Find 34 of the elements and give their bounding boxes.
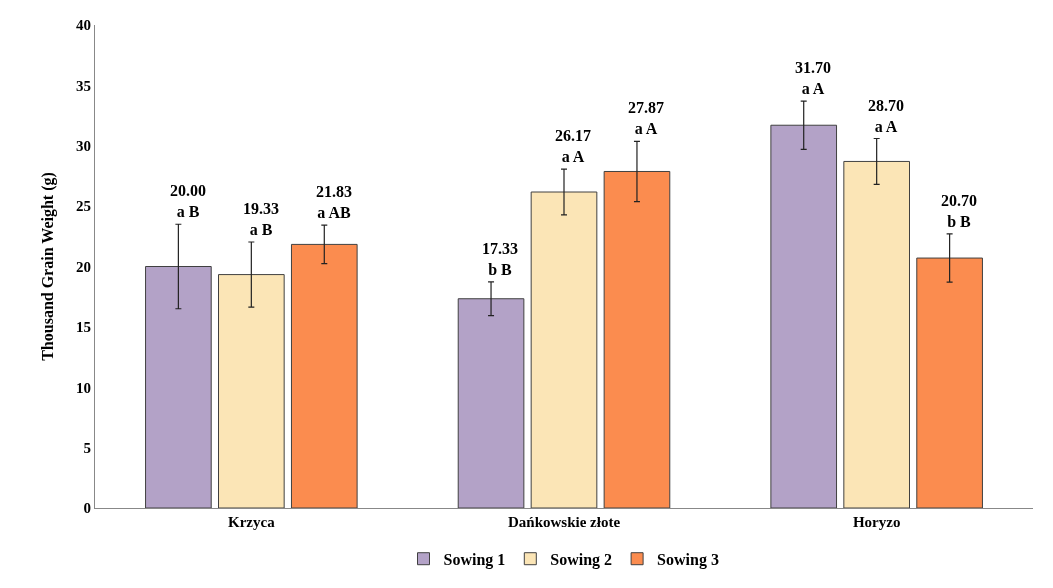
bar [770, 124, 838, 508]
data-label: 21.83 a AB [316, 183, 352, 221]
x-tick-label: Horyzo [852, 514, 901, 530]
bar [145, 266, 212, 508]
bar [843, 160, 910, 508]
bar [457, 298, 525, 508]
legend-label: Sowing 1 [443, 550, 506, 569]
x-tick-label: Dańkowskie złote [507, 514, 621, 530]
data-label: 19.33 a B [243, 200, 279, 238]
x-tick-label: Krzyca [228, 514, 276, 530]
data-label: 26.17 a A [555, 127, 591, 165]
data-label: 28.70 a A [868, 97, 904, 135]
legend-label: Sowing 2 [550, 550, 613, 569]
bar [916, 257, 983, 508]
y-tick-label: 0 [83, 500, 91, 517]
data-label: 31.70 a A [795, 59, 831, 97]
data-label: 20.00 a B [170, 182, 206, 220]
y-tick-label: 5 [83, 439, 91, 456]
bar [218, 274, 285, 508]
bar [290, 243, 358, 508]
legend-label: Sowing 3 [657, 550, 719, 569]
data-label: 20.70 b B [941, 192, 977, 230]
y-tick-label: 35 [76, 77, 91, 94]
y-axis-title: Thousand Grain Weight (g) [39, 172, 57, 361]
bar [530, 191, 598, 508]
y-tick-label: 15 [76, 319, 91, 336]
y-tick-label: 10 [76, 379, 91, 396]
data-label: 27.87 a A [628, 99, 664, 137]
bar [603, 170, 671, 508]
data-label: 17.33 b B [482, 240, 518, 278]
y-tick-label: 40 [76, 17, 91, 34]
y-tick-label: 30 [76, 138, 91, 154]
y-tick-label: 20 [76, 258, 91, 275]
y-tick-label: 25 [76, 198, 91, 215]
